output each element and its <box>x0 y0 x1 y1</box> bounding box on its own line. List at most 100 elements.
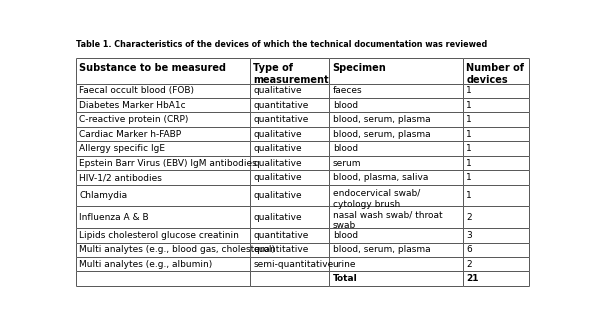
Text: 21: 21 <box>466 274 479 283</box>
Text: Multi analytes (e.g., albumin): Multi analytes (e.g., albumin) <box>79 260 213 269</box>
Bar <box>329 228 463 243</box>
Text: Number of
devices: Number of devices <box>466 63 524 85</box>
Bar <box>76 58 250 84</box>
Bar <box>463 228 529 243</box>
Bar <box>250 112 329 127</box>
Bar <box>463 58 529 84</box>
Bar <box>250 98 329 112</box>
Text: 1: 1 <box>466 115 472 124</box>
Text: qualitative: qualitative <box>253 144 302 153</box>
Text: Multi analytes (e.g., blood gas, cholesterol): Multi analytes (e.g., blood gas, cholest… <box>79 245 275 254</box>
Text: Chlamydia: Chlamydia <box>79 191 127 200</box>
Bar <box>250 257 329 272</box>
Bar <box>250 170 329 185</box>
Text: Specimen: Specimen <box>333 63 386 73</box>
Text: blood: blood <box>333 231 358 240</box>
Bar <box>463 141 529 156</box>
Bar <box>329 272 463 286</box>
Text: 6: 6 <box>466 245 472 254</box>
Bar <box>250 243 329 257</box>
Bar <box>250 58 329 84</box>
Text: endocervical swab/
cytology brush: endocervical swab/ cytology brush <box>333 189 420 209</box>
Text: Influenza A & B: Influenza A & B <box>79 213 149 222</box>
Text: nasal wash swab/ throat
swab: nasal wash swab/ throat swab <box>333 210 442 230</box>
Bar <box>76 170 250 185</box>
Text: 2: 2 <box>466 213 472 222</box>
Bar <box>250 228 329 243</box>
Bar <box>250 127 329 141</box>
Bar <box>329 206 463 228</box>
Bar <box>463 243 529 257</box>
Text: semi-quantitative: semi-quantitative <box>253 260 334 269</box>
Bar <box>463 257 529 272</box>
Bar <box>250 272 329 286</box>
Text: serum: serum <box>333 158 361 168</box>
Text: 2: 2 <box>466 260 472 269</box>
Text: Diabetes Marker HbA1c: Diabetes Marker HbA1c <box>79 101 186 110</box>
Text: HIV-1/2 antibodies: HIV-1/2 antibodies <box>79 173 162 182</box>
Text: blood, plasma, saliva: blood, plasma, saliva <box>333 173 428 182</box>
Bar <box>76 84 250 98</box>
Bar <box>76 141 250 156</box>
Text: quantitative: quantitative <box>253 101 309 110</box>
Text: 1: 1 <box>466 101 472 110</box>
Bar <box>76 243 250 257</box>
Bar <box>76 206 250 228</box>
Text: Epstein Barr Virus (EBV) IgM antibodies: Epstein Barr Virus (EBV) IgM antibodies <box>79 158 257 168</box>
Bar <box>329 257 463 272</box>
Bar <box>329 170 463 185</box>
Text: C-reactive protein (CRP): C-reactive protein (CRP) <box>79 115 188 124</box>
Bar <box>76 112 250 127</box>
Text: qualitative: qualitative <box>253 173 302 182</box>
Bar <box>76 185 250 206</box>
Text: quantitative: quantitative <box>253 231 309 240</box>
Text: qualitative: qualitative <box>253 213 302 222</box>
Text: 1: 1 <box>466 158 472 168</box>
Text: 1: 1 <box>466 144 472 153</box>
Bar <box>329 243 463 257</box>
Text: blood, serum, plasma: blood, serum, plasma <box>333 115 431 124</box>
Bar <box>250 141 329 156</box>
Bar <box>463 112 529 127</box>
Text: blood, serum, plasma: blood, serum, plasma <box>333 130 431 139</box>
Text: faeces: faeces <box>333 86 362 95</box>
Bar <box>329 185 463 206</box>
Text: qualitative: qualitative <box>253 86 302 95</box>
Text: Allergy specific IgE: Allergy specific IgE <box>79 144 165 153</box>
Bar <box>329 156 463 170</box>
Bar <box>463 156 529 170</box>
Text: Cardiac Marker h-FABP: Cardiac Marker h-FABP <box>79 130 181 139</box>
Bar <box>463 206 529 228</box>
Text: Faecal occult blood (FOB): Faecal occult blood (FOB) <box>79 86 194 95</box>
Text: qualitative: qualitative <box>253 158 302 168</box>
Bar <box>463 98 529 112</box>
Bar <box>250 185 329 206</box>
Bar <box>250 206 329 228</box>
Text: 3: 3 <box>466 231 472 240</box>
Text: Substance to be measured: Substance to be measured <box>79 63 226 73</box>
Bar <box>329 84 463 98</box>
Bar <box>329 112 463 127</box>
Bar <box>463 170 529 185</box>
Text: blood: blood <box>333 144 358 153</box>
Text: Type of
measurement: Type of measurement <box>253 63 329 85</box>
Bar <box>463 127 529 141</box>
Bar <box>463 272 529 286</box>
Text: qualitative: qualitative <box>253 191 302 200</box>
Text: 1: 1 <box>466 130 472 139</box>
Text: 1: 1 <box>466 173 472 182</box>
Bar <box>76 127 250 141</box>
Text: blood, serum, plasma: blood, serum, plasma <box>333 245 431 254</box>
Bar <box>463 185 529 206</box>
Bar <box>76 272 250 286</box>
Bar <box>463 84 529 98</box>
Text: quantitative: quantitative <box>253 115 309 124</box>
Text: 1: 1 <box>466 86 472 95</box>
Bar <box>76 257 250 272</box>
Text: quantitative: quantitative <box>253 245 309 254</box>
Bar <box>329 98 463 112</box>
Text: Lipids cholesterol glucose creatinin: Lipids cholesterol glucose creatinin <box>79 231 239 240</box>
Text: qualitative: qualitative <box>253 130 302 139</box>
Text: 1: 1 <box>466 191 472 200</box>
Text: Total: Total <box>333 274 358 283</box>
